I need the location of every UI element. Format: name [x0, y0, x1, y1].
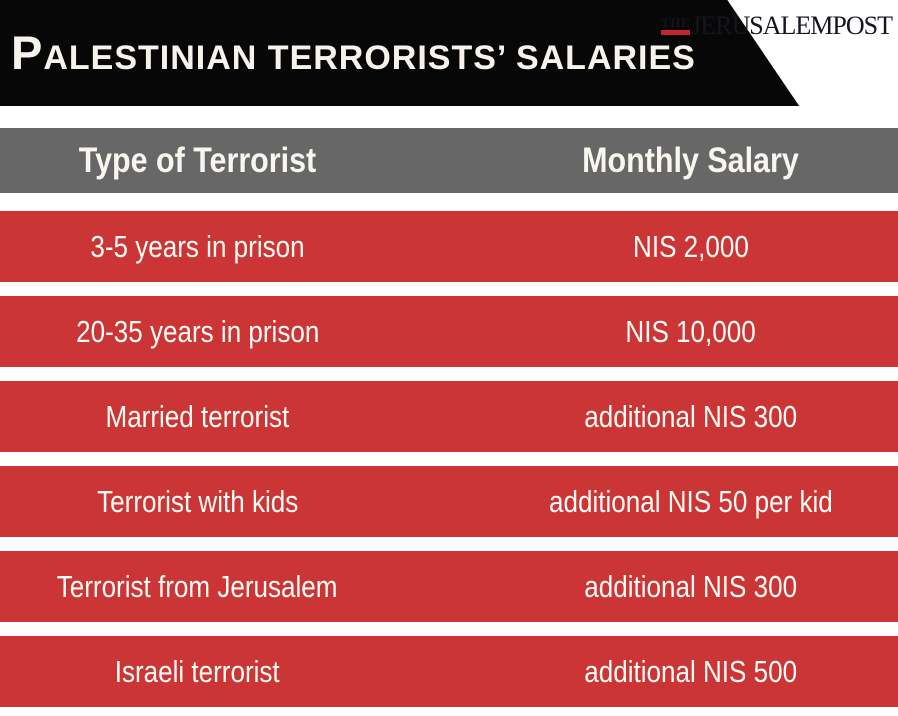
- terrorist-type-cell: Israeli terrorist: [0, 636, 395, 707]
- table-body: 3-5 years in prison NIS 2,000 20-35 year…: [0, 211, 898, 707]
- terrorist-type-cell: 20-35 years in prison: [0, 296, 395, 367]
- jerusalem-post-logo: THE JERUSALEMPOST: [661, 11, 893, 40]
- salary-label: NIS 2,000: [632, 228, 749, 264]
- terrorist-type-cell: Terrorist from Jerusalem: [0, 551, 395, 622]
- header-salary-column: Monthly Salary: [395, 128, 898, 193]
- salary-label: additional NIS 500: [584, 653, 797, 689]
- terrorist-type-cell: Terrorist with kids: [0, 466, 395, 537]
- table-header-row: Type of Terrorist Monthly Salary: [0, 128, 898, 193]
- title-banner: PALESTINIAN TERRORISTS’ SALARIES: [0, 0, 800, 106]
- table-row: Terrorist with kids additional NIS 50 pe…: [0, 466, 898, 537]
- salary-cell: additional NIS 500: [395, 636, 898, 707]
- salary-cell: NIS 2,000: [395, 211, 898, 282]
- terrorist-type-label: 3-5 years in prison: [90, 228, 305, 264]
- salary-cell: additional NIS 300: [395, 381, 898, 452]
- logo-name-label: JERUSALEMPOST: [691, 11, 893, 40]
- salary-cell: NIS 10,000: [395, 296, 898, 367]
- table-row: 20-35 years in prison NIS 10,000: [0, 296, 898, 367]
- table-row: Israeli terrorist additional NIS 500: [0, 636, 898, 707]
- salary-label: additional NIS 300: [584, 398, 797, 434]
- logo-the-label: THE: [661, 16, 691, 35]
- terrorist-type-label: Terrorist with kids: [96, 483, 299, 519]
- table-row: 3-5 years in prison NIS 2,000: [0, 211, 898, 282]
- table-row: Married terrorist additional NIS 300: [0, 381, 898, 452]
- terrorist-type-label: Married terrorist: [105, 398, 290, 434]
- header-type-column: Type of Terrorist: [0, 128, 395, 193]
- terrorist-type-cell: 3-5 years in prison: [0, 211, 395, 282]
- salary-cell: additional NIS 300: [395, 551, 898, 622]
- terrorist-type-cell: Married terrorist: [0, 381, 395, 452]
- salary-cell: additional NIS 50 per kid: [395, 466, 898, 537]
- salary-label: additional NIS 50 per kid: [548, 483, 833, 519]
- terrorist-type-label: Terrorist from Jerusalem: [57, 568, 338, 604]
- page-title: PALESTINIAN TERRORISTS’ SALARIES: [11, 26, 696, 79]
- salary-label: NIS 10,000: [625, 313, 756, 349]
- table-row: Terrorist from Jerusalem additional NIS …: [0, 551, 898, 622]
- header-salary-label: Monthly Salary: [582, 140, 799, 180]
- salary-label: additional NIS 300: [584, 568, 797, 604]
- terrorist-type-label: Israeli terrorist: [115, 653, 281, 689]
- terrorist-type-label: 20-35 years in prison: [75, 313, 320, 349]
- header-type-label: Type of Terrorist: [78, 140, 317, 180]
